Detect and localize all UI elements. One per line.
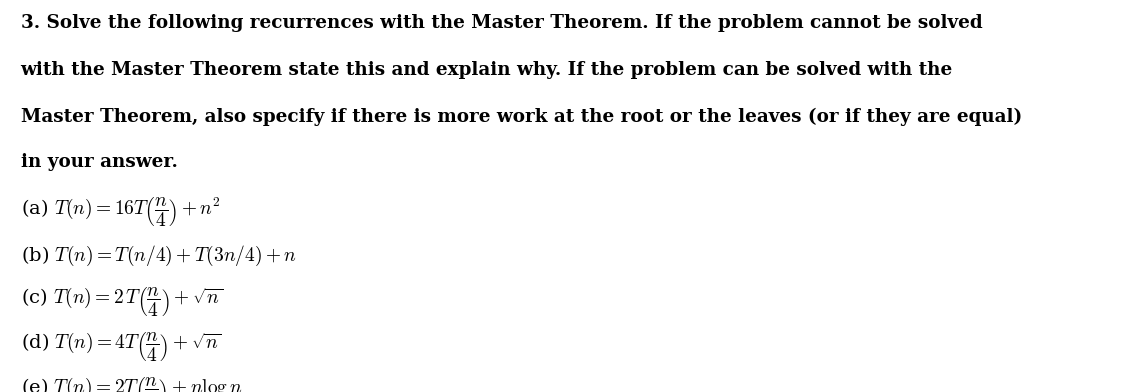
Text: (c) $T(n) = 2\,T\left(\dfrac{n}{4}\right) + \sqrt{n}$: (c) $T(n) = 2\,T\left(\dfrac{n}{4}\right… (21, 286, 223, 319)
Text: (b) $T(n) = T(n/4) + T(3n/4) + n$: (b) $T(n) = T(n/4) + T(3n/4) + n$ (21, 244, 296, 268)
Text: Master Theorem, also specify if there is more work at the root or the leaves (or: Master Theorem, also specify if there is… (21, 108, 1022, 126)
Text: 3. Solve the following recurrences with the Master Theorem. If the problem canno: 3. Solve the following recurrences with … (21, 14, 982, 32)
Text: in your answer.: in your answer. (21, 153, 177, 171)
Text: with the Master Theorem state this and explain why. If the problem can be solved: with the Master Theorem state this and e… (21, 61, 953, 79)
Text: (d) $T(n) = 4T\left(\dfrac{n}{4}\right) + \sqrt{n}$: (d) $T(n) = 4T\left(\dfrac{n}{4}\right) … (21, 331, 222, 364)
Text: (e) $T(n) = 2T\left(\dfrac{n}{3}\right) + n\log n$: (e) $T(n) = 2T\left(\dfrac{n}{3}\right) … (21, 376, 242, 392)
Text: (a) $T(n) = 16T\left(\dfrac{n}{4}\right) + n^2$: (a) $T(n) = 16T\left(\dfrac{n}{4}\right)… (21, 196, 221, 229)
